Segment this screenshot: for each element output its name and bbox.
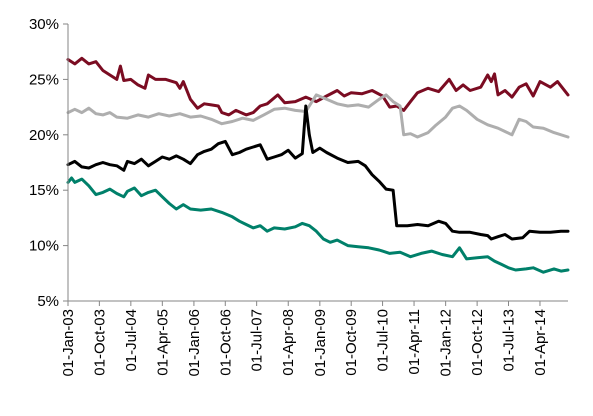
x-tick-label: 01-Jan-09: [312, 309, 329, 377]
x-tick-label: 01-Apr-11: [406, 309, 423, 375]
y-tick-label: 30%: [29, 16, 59, 33]
x-tick-label: 01-Jan-03: [60, 309, 77, 377]
y-tick-label: 15%: [29, 182, 59, 199]
y-tick-label: 25%: [29, 71, 59, 88]
x-tick-label: 01-Jul-13: [500, 309, 517, 372]
x-tick-label: 01-Oct-06: [217, 309, 234, 376]
x-tick-label: 01-Oct-03: [91, 309, 108, 376]
x-tick-label: 01-Oct-09: [343, 309, 360, 376]
series-lines: [66, 56, 570, 274]
x-axis-ticks: 01-Jan-03 01-Oct-03 01-Jul-04 01-Apr-05 01-J…: [60, 301, 549, 377]
x-tick-label: 01-Jul-07: [249, 309, 266, 372]
x-tick-label: 01-Jul-04: [123, 309, 140, 372]
x-tick-label: 01-Jan-06: [186, 309, 203, 377]
y-tick-label: 5%: [37, 293, 59, 310]
series-line-1: [66, 56, 570, 117]
y-axis-ticks: 5% 10% 15% 20% 25% 30%: [29, 16, 68, 310]
series-line-2: [66, 93, 570, 139]
x-tick-label: 01-Oct-12: [469, 309, 486, 376]
y-tick-label: 20%: [29, 127, 59, 144]
y-tick-label: 10%: [29, 238, 59, 255]
series-line-4: [66, 176, 570, 274]
series-line-3: [66, 104, 570, 241]
x-tick-label: 01-Apr-08: [280, 309, 297, 376]
x-tick-label: 01-Apr-05: [154, 309, 171, 376]
x-tick-label: 01-Jan-12: [438, 309, 455, 377]
x-tick-label: 01-Jul-10: [375, 309, 392, 372]
x-tick-label: 01-Apr-14: [532, 309, 549, 376]
